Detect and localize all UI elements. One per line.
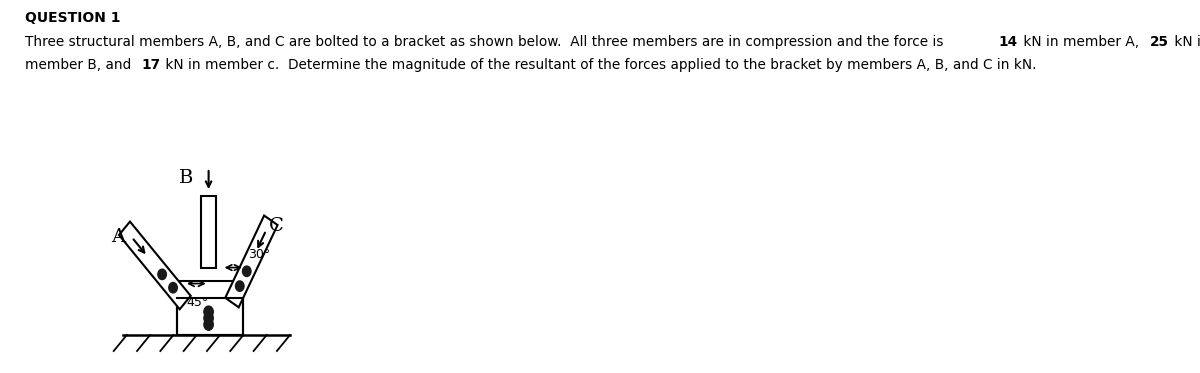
Circle shape	[235, 281, 244, 291]
Text: A: A	[112, 228, 126, 246]
Text: 30°: 30°	[248, 248, 270, 261]
Text: kN in: kN in	[1170, 35, 1200, 49]
Text: C: C	[269, 217, 283, 235]
Text: kN in member c.  Determine the magnitude of the resultant of the forces applied : kN in member c. Determine the magnitude …	[162, 58, 1037, 72]
Circle shape	[204, 313, 214, 324]
Text: member B, and: member B, and	[24, 58, 136, 72]
Text: kN in member A,: kN in member A,	[1019, 35, 1144, 49]
Circle shape	[242, 266, 251, 276]
Text: 45°: 45°	[186, 295, 209, 308]
Circle shape	[204, 306, 214, 317]
Circle shape	[204, 319, 214, 330]
Text: 17: 17	[142, 58, 161, 72]
Circle shape	[169, 282, 178, 293]
Polygon shape	[202, 196, 216, 268]
Text: QUESTION 1: QUESTION 1	[24, 11, 120, 25]
Text: Three structural members A, B, and C are bolted to a bracket as shown below.  Al: Three structural members A, B, and C are…	[24, 35, 948, 49]
Polygon shape	[176, 281, 242, 335]
Circle shape	[158, 269, 167, 279]
Text: B: B	[179, 169, 193, 187]
Polygon shape	[119, 222, 191, 309]
Polygon shape	[226, 216, 277, 307]
Text: 14: 14	[998, 35, 1018, 49]
Text: 25: 25	[1151, 35, 1169, 49]
